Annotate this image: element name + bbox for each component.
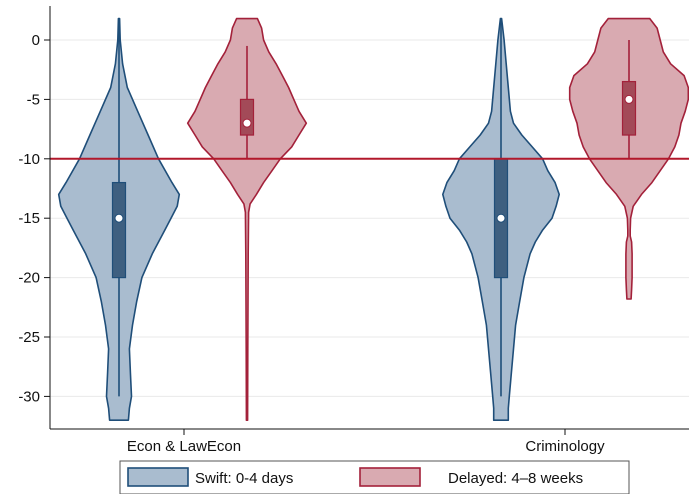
violin-shape [186, 17, 308, 421]
x-category-label: Criminology [525, 438, 605, 455]
y-tick-label: 0 [32, 32, 40, 49]
median-marker [496, 213, 506, 223]
median-marker [114, 213, 124, 223]
legend-label: Swift: 0-4 days [195, 470, 293, 487]
y-tick-label: -15 [18, 210, 40, 227]
median-marker [242, 118, 252, 128]
y-tick-label: -30 [18, 388, 40, 405]
legend-key [127, 467, 189, 487]
y-tick-label: -10 [18, 151, 40, 168]
legend-key [359, 467, 421, 487]
median-marker [624, 94, 634, 104]
iqr-box [111, 181, 127, 279]
axes: 0 -5 -10 -15 -20 -25 -30 Econ & LawEcon Criminol… [18, 6, 689, 455]
legend-label: Delayed: 4–8 weeks [448, 470, 583, 487]
y-tick-label: -5 [27, 91, 40, 108]
legend: Swift: 0-4 days Delayed: 4–8 weeks [119, 460, 630, 494]
x-category-label: Econ & LawEcon [127, 438, 241, 455]
y-tick-label: -20 [18, 270, 40, 287]
iqr-box [621, 80, 637, 136]
iqr-box [239, 98, 255, 136]
y-tick-label: -25 [18, 329, 40, 346]
